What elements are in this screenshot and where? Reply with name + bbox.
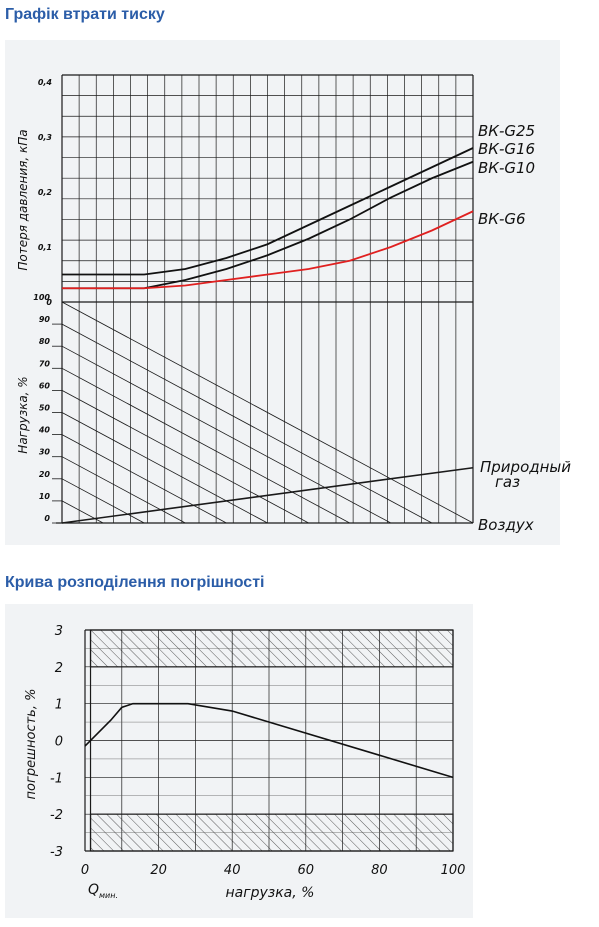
load-diagonal-line	[61, 345, 391, 524]
upper-y-tick-label: 0,4	[38, 78, 53, 87]
x-axis-label: нагрузка, %	[226, 885, 315, 901]
lower-y-tick-label: 40	[38, 426, 51, 435]
error-curve-line	[84, 702, 454, 779]
load-diagonal-line	[61, 367, 350, 524]
series-line-вк-g6	[62, 210, 474, 290]
air-label: Воздух	[478, 516, 534, 534]
pressure-loss-grid	[52, 74, 474, 524]
upper-y-tick-label: 0	[46, 298, 52, 307]
x-tick-label: 100	[441, 863, 466, 878]
natural-gas-label: Природный	[480, 458, 571, 476]
natural-gas-label-line2: газ	[495, 473, 520, 491]
x-tick-label: 0	[81, 863, 89, 878]
load-diagonal-line	[61, 434, 227, 524]
lower-y-tick-label: 70	[39, 359, 51, 368]
y-axis-label: погрешность, %	[24, 689, 39, 800]
pressure-loss-chart-panel: 0 0,1 0,2 0,3 0,4 0 10 20 30 40 50 60 70 80 90 100 Потер…	[5, 40, 571, 545]
pressure-loss-chart: 0 0,1 0,2 0,3 0,4 0 10 20 30 40 50 60 70 80 90 100 Потер…	[16, 74, 571, 534]
lower-y-tick-label: 10	[39, 492, 51, 501]
natural-gas-line	[61, 466, 474, 524]
upper-y-tick-label: 0,3	[38, 133, 53, 142]
lower-y-tick-label: 90	[39, 315, 51, 324]
upper-y-tick-label: 0,2	[38, 188, 53, 197]
y-tick-label: 1	[55, 698, 63, 713]
y-tick-label: -3	[50, 845, 63, 860]
series-label-вк-g10: ВК-G10	[478, 159, 535, 177]
lower-y-tick-label: 60	[39, 381, 51, 390]
error-curve-title: Крива розподілення погрішності	[5, 574, 265, 591]
x-tick-label: 80	[371, 863, 388, 878]
load-diagonal-line	[61, 323, 433, 524]
upper-y-axis-label: Потеря давления, кПа	[16, 129, 30, 270]
series-line-вк-g16	[62, 160, 474, 290]
load-diagonal-line	[61, 390, 309, 524]
y-tick-label: -1	[50, 771, 63, 786]
x-tick-label: 60	[298, 863, 315, 878]
qmin-label: Q	[88, 882, 99, 898]
lower-y-tick-label: 80	[39, 337, 51, 346]
lower-y-tick-label: 50	[39, 404, 51, 413]
series-label-вк-g16: ВК-G16	[478, 140, 535, 158]
y-tick-label: 3	[55, 624, 63, 639]
x-tick-label: 40	[224, 863, 241, 878]
load-diagonal-line	[61, 478, 145, 524]
error-grid	[84, 629, 454, 852]
error-curve-chart-panel: -3 -2 -1 0 1 2 3 0 20 40 60 80 100 погрешность, % нагр…	[5, 604, 473, 918]
lower-y-axis-label: Нагрузка, %	[16, 376, 30, 453]
load-diagonal-line	[61, 412, 268, 524]
lower-y-tick-label: 20	[39, 470, 51, 479]
series-label-вк-g6: ВК-G6	[478, 210, 526, 228]
load-diagonal-line	[61, 456, 186, 524]
y-tick-label: 0	[55, 735, 63, 750]
series-label-вк-g25: ВК-G25	[478, 122, 535, 140]
error-curve-chart: -3 -2 -1 0 1 2 3 0 20 40 60 80 100 погрешность, % нагр…	[24, 624, 466, 901]
series-line-вк-g25	[62, 147, 474, 276]
load-diagonals	[61, 301, 474, 524]
lower-y-tick-label: 100	[33, 293, 50, 302]
load-diagonal-line	[61, 500, 104, 524]
lower-y-tick-label: 30	[39, 448, 51, 457]
lower-y-tick-label: 0	[44, 514, 50, 523]
pressure-loss-title: Графік втрати тиску	[5, 6, 165, 23]
x-tick-label: 20	[150, 863, 167, 878]
y-tick-label: 2	[55, 661, 63, 676]
upper-y-tick-label: 0,1	[38, 243, 52, 252]
load-diagonal-line	[61, 301, 474, 524]
qmin-subscript: мин.	[99, 891, 118, 900]
y-tick-label: -2	[50, 808, 63, 823]
